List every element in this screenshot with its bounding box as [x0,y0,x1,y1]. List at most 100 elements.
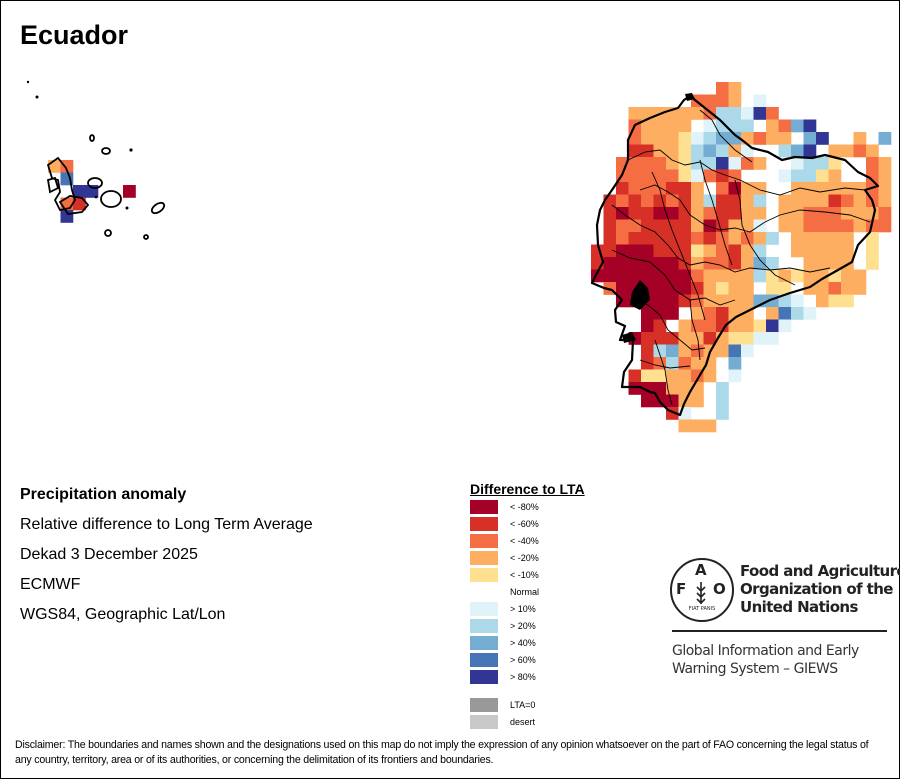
anomaly-cell [678,419,692,433]
anomaly-cell [641,119,654,133]
anomaly-cell [803,219,817,233]
anomaly-cell [778,307,792,320]
legend-label: > 10% [510,604,536,614]
anomaly-cell [603,269,617,283]
anomaly-cell [716,157,729,170]
legend-swatch [470,619,498,633]
anomaly-cell [691,419,704,433]
anomaly-cell [678,294,692,308]
fao-name-line-2: Organization of the [740,580,893,598]
anomaly-cell [628,157,642,170]
anomaly-cell [653,219,667,233]
anomaly-cell [703,169,717,183]
anomaly-cell [728,369,742,383]
anomaly-cell [778,319,792,333]
anomaly-cell [728,119,742,133]
legend-swatch [470,653,498,667]
anomaly-cell [728,332,742,345]
anomaly-cell [741,269,754,283]
anomaly-cell [628,269,642,283]
anomaly-cell [691,107,704,120]
anomaly-cell [816,232,829,245]
anomaly-cell [741,157,754,170]
anomaly-cell [741,207,754,220]
anomaly-cell [728,82,742,95]
anomaly-cell [666,369,679,383]
anomaly-cell [716,294,729,308]
anomaly-cell [803,157,817,170]
anomaly-cell [653,332,667,345]
anomaly-cell [728,269,742,283]
legend-label: < -60% [510,519,539,529]
anomaly-cell [641,394,654,408]
anomaly-cell [691,132,704,145]
anomaly-cell [791,307,804,320]
anomaly-cell [666,332,679,345]
map-source: ECMWF [20,576,81,593]
anomaly-cell [666,344,679,358]
anomaly-cell [816,219,829,233]
anomaly-cell [641,219,654,233]
anomaly-cell [828,294,842,308]
anomaly-cell [741,194,754,208]
anomaly-cell [653,319,667,333]
anomaly-cell [766,269,779,283]
anomaly-cell [741,244,754,258]
anomaly-cell [791,194,804,208]
anomaly-cell [703,194,717,208]
legend-title: Difference to LTA [470,481,585,497]
anomaly-cell [728,232,742,245]
anomaly-cell [828,182,842,195]
anomaly-cell [766,107,779,120]
anomaly-cell [791,119,804,133]
legend-label: > 40% [510,638,536,648]
anomaly-cell [653,232,667,245]
anomaly-cell [628,257,642,270]
emblem-letter-f: F [676,580,687,598]
anomaly-cell [716,382,729,395]
anomaly-cell [653,369,667,383]
anomaly-cell [73,185,86,198]
anomaly-cell [666,282,679,295]
guayas-estuary [622,280,650,343]
anomaly-cell [653,169,667,183]
anomaly-cell [803,119,817,133]
province-boundaries [611,109,871,406]
anomaly-cell [628,107,642,120]
map-measure: Relative difference to Long Term Average [20,516,313,533]
anomaly-cell [803,307,817,320]
legend-label: LTA=0 [510,700,536,710]
anomaly-cell [691,144,704,158]
anomaly-cell [878,194,892,208]
anomaly-cell [766,132,779,145]
anomaly-cell [741,282,754,295]
anomaly-cell [691,207,704,220]
anomaly-cell [616,182,629,195]
disclaimer: Disclaimer: The boundaries and names sho… [15,739,869,766]
anomaly-cell [803,169,817,183]
anomaly-cell [728,257,742,270]
anomaly-cell [641,269,654,283]
anomaly-cell [841,282,854,295]
anomaly-cell [678,119,692,133]
anomaly-cell [603,207,617,220]
anomaly-cell [641,357,654,370]
anomaly-cell [641,194,654,208]
anomaly-cell [778,219,792,233]
anomaly-cell [653,182,667,195]
anomaly-cell [616,269,629,283]
anomaly-cell [678,344,692,358]
legend-swatch [470,715,498,729]
anomaly-cell [678,382,692,395]
fao-name-line-3: United Nations [740,598,858,616]
legend-label: desert [510,717,536,727]
anomaly-cell [753,207,767,220]
wheat-icon [696,582,706,605]
anomaly-cell [691,219,704,233]
country-border [590,94,880,417]
anomaly-cell [73,197,86,211]
anomaly-cell [803,232,817,245]
anomaly-cell [803,257,817,270]
map-period: Dekad 3 December 2025 [20,546,198,563]
galapagos-grid [48,160,136,223]
